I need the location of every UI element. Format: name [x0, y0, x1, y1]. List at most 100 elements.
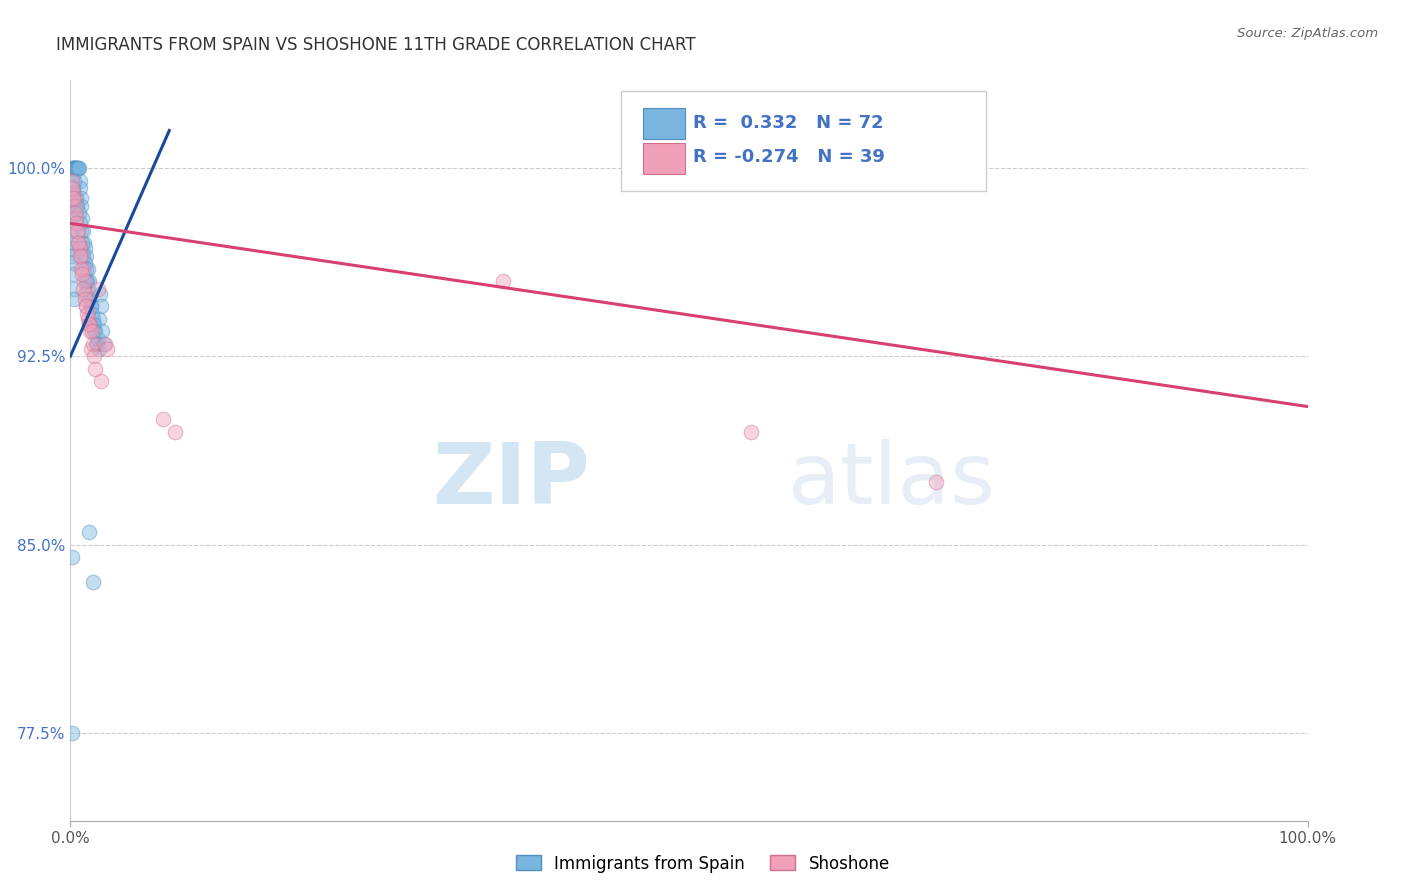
Point [66, 161, 89, 175]
Point [152, 412, 174, 426]
Point [72, 282, 94, 296]
Point [80, 307, 103, 321]
Point [77, 282, 100, 296]
Point [77, 274, 100, 288]
Point [70, 224, 93, 238]
Point [86, 282, 108, 296]
Point [63, 292, 86, 306]
Point [925, 475, 948, 489]
Point [67, 236, 90, 251]
Point [62, 161, 84, 175]
Text: ZIP: ZIP [432, 439, 591, 522]
Point [62, 282, 84, 296]
Point [63, 174, 86, 188]
Point [60, 236, 83, 251]
Point [60, 726, 83, 740]
Point [84, 362, 107, 376]
Point [63, 206, 86, 220]
Point [76, 307, 98, 321]
Point [70, 267, 93, 281]
Point [72, 236, 94, 251]
Point [82, 311, 104, 326]
Point [63, 161, 86, 175]
Point [60, 242, 83, 256]
Point [60, 224, 83, 238]
Point [79, 292, 101, 306]
Point [66, 199, 89, 213]
Point [89, 286, 111, 301]
Point [76, 311, 98, 326]
Point [60, 161, 83, 175]
Point [72, 249, 94, 263]
Point [66, 224, 89, 238]
Point [87, 342, 110, 356]
FancyBboxPatch shape [621, 91, 986, 191]
Point [66, 224, 89, 238]
Point [86, 332, 108, 346]
Text: IMMIGRANTS FROM SPAIN VS SHOSHONE 11TH GRADE CORRELATION CHART: IMMIGRANTS FROM SPAIN VS SHOSHONE 11TH G… [56, 36, 696, 54]
Point [82, 575, 104, 590]
Point [60, 174, 83, 188]
Point [73, 292, 96, 306]
Point [77, 317, 100, 331]
Text: R = -0.274   N = 39: R = -0.274 N = 39 [693, 148, 884, 166]
Point [60, 206, 83, 220]
Point [80, 299, 103, 313]
Point [69, 174, 91, 188]
Point [492, 274, 515, 288]
Point [65, 211, 87, 226]
Point [62, 161, 84, 175]
Point [69, 249, 91, 263]
Point [59, 186, 82, 201]
Point [73, 256, 96, 270]
Point [65, 199, 87, 213]
Point [65, 161, 87, 175]
Point [79, 324, 101, 338]
Point [80, 342, 103, 356]
Point [69, 216, 91, 230]
Point [80, 324, 103, 338]
Point [60, 191, 83, 205]
Point [70, 199, 93, 213]
Point [740, 425, 762, 439]
Point [82, 336, 104, 351]
Point [96, 342, 118, 356]
Legend: Immigrants from Spain, Shoshone: Immigrants from Spain, Shoshone [509, 848, 897, 880]
Point [83, 317, 105, 331]
Point [62, 256, 84, 270]
Text: atlas: atlas [787, 439, 995, 522]
Point [67, 161, 90, 175]
Point [76, 274, 98, 288]
Point [75, 261, 97, 276]
Point [77, 524, 100, 539]
Point [65, 161, 87, 175]
Point [60, 249, 83, 263]
Point [89, 311, 111, 326]
Point [62, 161, 84, 175]
Point [69, 261, 91, 276]
Point [75, 286, 97, 301]
Point [62, 267, 84, 281]
Point [65, 191, 87, 205]
Point [65, 216, 87, 230]
Point [69, 181, 91, 195]
Point [67, 161, 90, 175]
Point [62, 181, 84, 195]
Point [79, 317, 101, 331]
Point [83, 349, 105, 363]
Point [75, 299, 97, 313]
Point [60, 550, 83, 565]
Point [65, 161, 87, 175]
Point [90, 375, 112, 389]
Point [75, 299, 97, 313]
Point [73, 274, 96, 288]
Point [75, 249, 97, 263]
Point [94, 336, 117, 351]
Point [62, 191, 84, 205]
Point [62, 161, 84, 175]
Point [69, 242, 91, 256]
Point [93, 336, 115, 351]
Point [69, 191, 91, 205]
FancyBboxPatch shape [643, 108, 685, 139]
Point [165, 425, 187, 439]
